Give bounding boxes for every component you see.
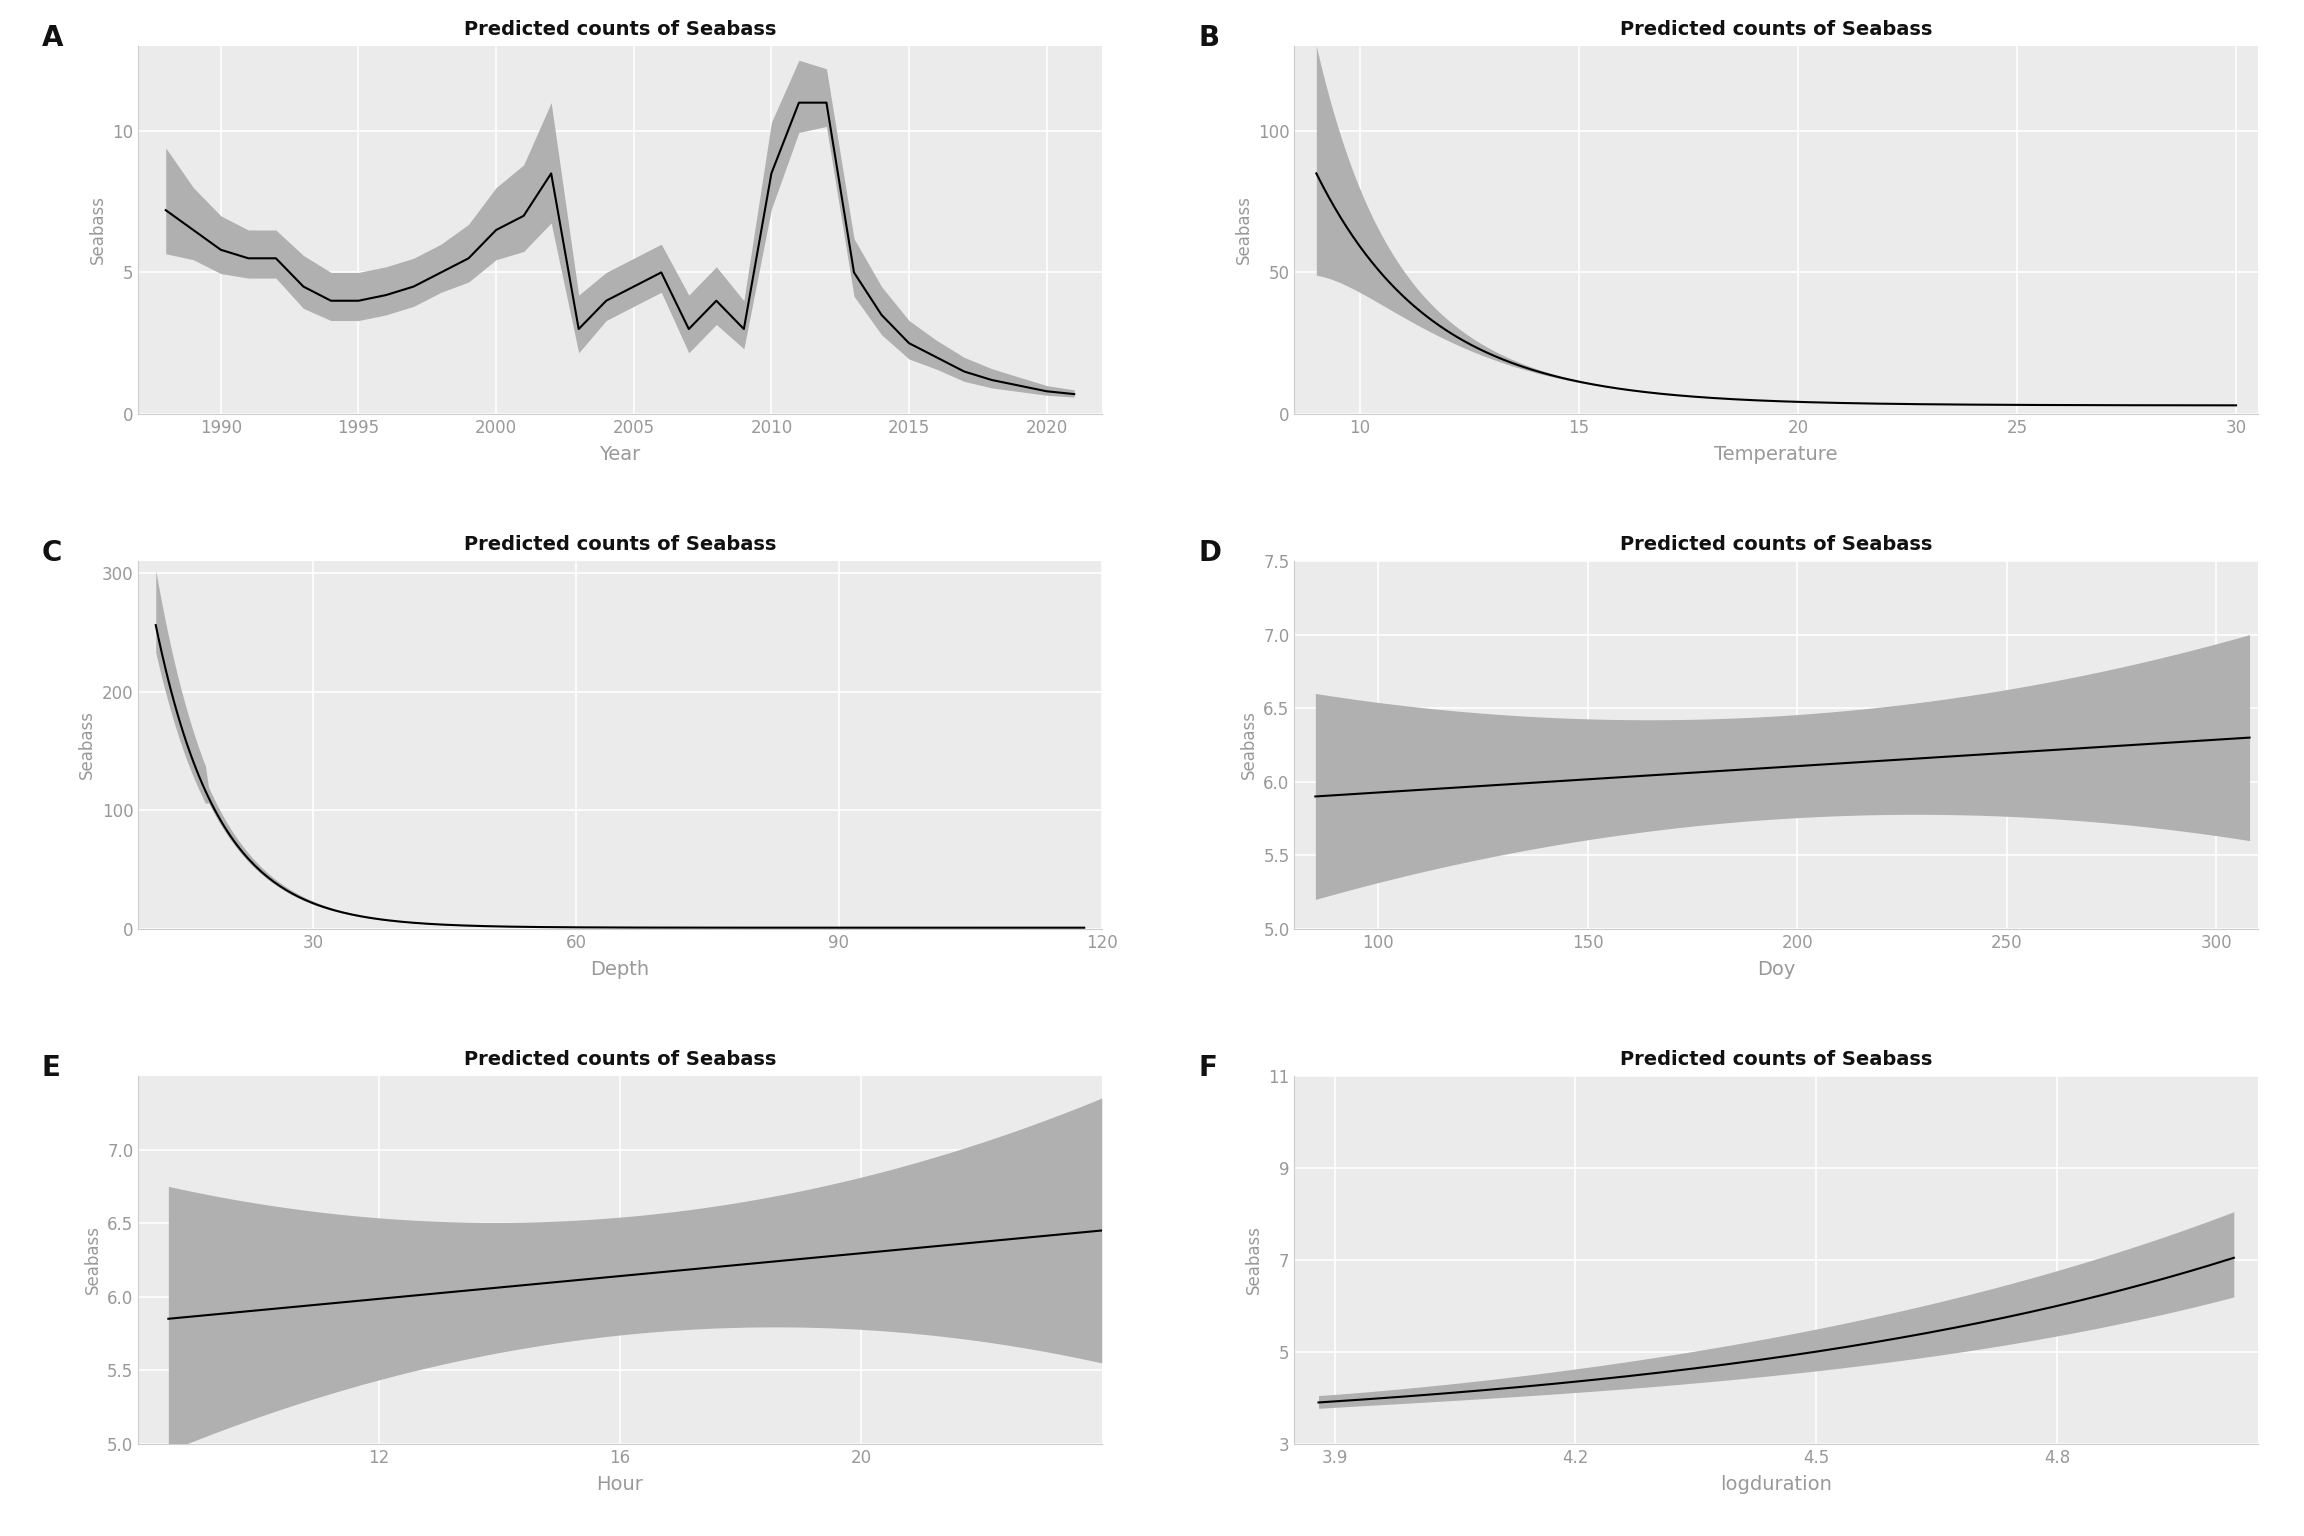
X-axis label: Hour: Hour [597, 1475, 643, 1495]
Title: Predicted counts of Seabass: Predicted counts of Seabass [463, 20, 776, 38]
Y-axis label: Seabass: Seabass [83, 1226, 101, 1295]
Title: Predicted counts of Seabass: Predicted counts of Seabass [463, 1051, 776, 1069]
X-axis label: Year: Year [599, 445, 641, 464]
Title: Predicted counts of Seabass: Predicted counts of Seabass [1620, 535, 1933, 554]
Text: F: F [1198, 1054, 1217, 1081]
X-axis label: logduration: logduration [1721, 1475, 1832, 1495]
X-axis label: Doy: Doy [1758, 960, 1795, 978]
Text: E: E [41, 1054, 60, 1081]
Y-axis label: Seabass: Seabass [1235, 195, 1253, 264]
Y-axis label: Seabass: Seabass [78, 711, 97, 779]
X-axis label: Temperature: Temperature [1714, 445, 1839, 464]
X-axis label: Depth: Depth [590, 960, 650, 978]
Y-axis label: Seabass: Seabass [1240, 711, 1258, 779]
Text: C: C [41, 539, 62, 567]
Title: Predicted counts of Seabass: Predicted counts of Seabass [1620, 1051, 1933, 1069]
Text: A: A [41, 25, 65, 52]
Y-axis label: Seabass: Seabass [1244, 1226, 1263, 1295]
Y-axis label: Seabass: Seabass [88, 195, 106, 264]
Title: Predicted counts of Seabass: Predicted counts of Seabass [463, 535, 776, 554]
Title: Predicted counts of Seabass: Predicted counts of Seabass [1620, 20, 1933, 38]
Text: D: D [1198, 539, 1221, 567]
Text: B: B [1198, 25, 1219, 52]
